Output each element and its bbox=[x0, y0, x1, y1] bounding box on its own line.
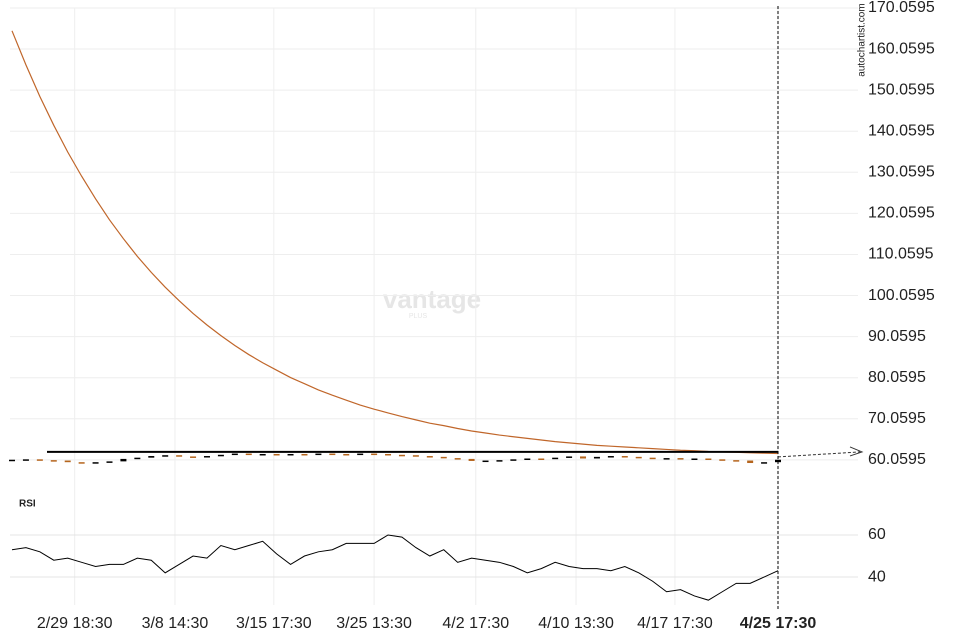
candle-body bbox=[538, 458, 545, 460]
y-tick-label: 140.0595 bbox=[868, 122, 935, 139]
candle-body bbox=[371, 453, 378, 456]
candle-body bbox=[273, 453, 280, 456]
candle-body bbox=[22, 459, 29, 461]
candle-body bbox=[36, 459, 43, 461]
forecast-arrow bbox=[777, 451, 861, 458]
candle-body bbox=[566, 456, 573, 458]
candle-body bbox=[454, 458, 461, 460]
candle-body bbox=[621, 456, 628, 458]
x-tick-label: 3/25 13:30 bbox=[336, 615, 412, 632]
candle-body bbox=[482, 460, 489, 463]
y-tick-label: 120.0595 bbox=[868, 205, 935, 222]
candle-body bbox=[426, 456, 433, 458]
candle-body bbox=[134, 457, 141, 460]
rsi-line bbox=[11, 534, 779, 601]
candle-body bbox=[705, 458, 712, 460]
candle-body bbox=[552, 457, 559, 460]
candle-body bbox=[78, 462, 85, 464]
candle-body bbox=[106, 461, 113, 463]
candle-body bbox=[747, 460, 754, 464]
rsi-tick-label: 60 bbox=[868, 526, 886, 543]
candle-body bbox=[120, 458, 127, 462]
watermark-sub: PLUS bbox=[409, 313, 428, 320]
y-tick-label: 160.0595 bbox=[868, 40, 935, 57]
x-tick-label: 4/17 17:30 bbox=[637, 615, 713, 632]
candle-body bbox=[329, 453, 336, 456]
y-tick-label: 150.0595 bbox=[868, 81, 935, 98]
candle-body bbox=[775, 459, 781, 463]
candle-body bbox=[315, 453, 322, 456]
watermark: vantage bbox=[383, 284, 481, 314]
candle-body bbox=[50, 460, 57, 462]
candle-body bbox=[357, 453, 364, 456]
rsi-label: RSI bbox=[19, 499, 36, 510]
candle-body bbox=[245, 453, 252, 456]
y-tick-label: 170.0595 bbox=[868, 0, 935, 16]
candle-body bbox=[203, 456, 210, 458]
y-tick-label: 90.0595 bbox=[868, 328, 926, 345]
candle-body bbox=[663, 458, 670, 460]
candle-body bbox=[719, 459, 726, 461]
candle-body bbox=[176, 455, 183, 457]
candle-body bbox=[677, 458, 684, 460]
candle-body bbox=[496, 460, 503, 462]
candle-body bbox=[398, 454, 405, 457]
candle-body bbox=[510, 459, 517, 461]
candle-body bbox=[190, 456, 197, 458]
candle-body bbox=[259, 453, 266, 456]
candle-body bbox=[635, 456, 642, 459]
x-tick-label: 3/8 14:30 bbox=[142, 615, 209, 632]
moving-average bbox=[11, 30, 779, 455]
candle-body bbox=[524, 458, 531, 460]
y-tick-label: 70.0595 bbox=[868, 410, 926, 427]
y-tick-label: 100.0595 bbox=[868, 287, 935, 304]
candle-body bbox=[343, 453, 350, 456]
candle-body bbox=[691, 458, 698, 460]
y-tick-label: 110.0595 bbox=[868, 246, 934, 263]
source-label: autochartist.com bbox=[857, 3, 868, 76]
candle-body bbox=[231, 453, 238, 456]
x-tick-label: 4/25 17:30 bbox=[740, 615, 817, 632]
candle-body bbox=[607, 456, 614, 458]
candle-body bbox=[440, 456, 447, 459]
candle-body bbox=[580, 456, 587, 459]
candle-body bbox=[9, 459, 15, 462]
candle-body bbox=[287, 453, 294, 456]
y-tick-label: 60.0595 bbox=[868, 451, 926, 468]
arrow-head bbox=[849, 446, 864, 457]
candle-body bbox=[64, 460, 71, 463]
x-tick-label: 4/10 13:30 bbox=[538, 615, 614, 632]
rsi-tick-label: 40 bbox=[868, 568, 886, 585]
candle-body bbox=[217, 454, 224, 457]
candle-body bbox=[733, 460, 740, 462]
y-tick-label: 130.0595 bbox=[868, 164, 935, 181]
candle-body bbox=[148, 456, 155, 458]
x-tick-label: 4/2 17:30 bbox=[442, 615, 509, 632]
candle-body bbox=[92, 462, 99, 464]
candle-body bbox=[162, 455, 169, 457]
candle-body bbox=[761, 462, 768, 464]
candle-body bbox=[593, 456, 600, 459]
candle-body bbox=[385, 453, 392, 456]
x-tick-label: 3/15 17:30 bbox=[236, 615, 312, 632]
candle-body bbox=[468, 458, 475, 461]
x-tick-label: 2/29 18:30 bbox=[37, 615, 113, 632]
candle-body bbox=[649, 457, 656, 460]
candle-body bbox=[301, 453, 308, 456]
y-tick-label: 80.0595 bbox=[868, 369, 926, 386]
candle-body bbox=[412, 455, 419, 457]
